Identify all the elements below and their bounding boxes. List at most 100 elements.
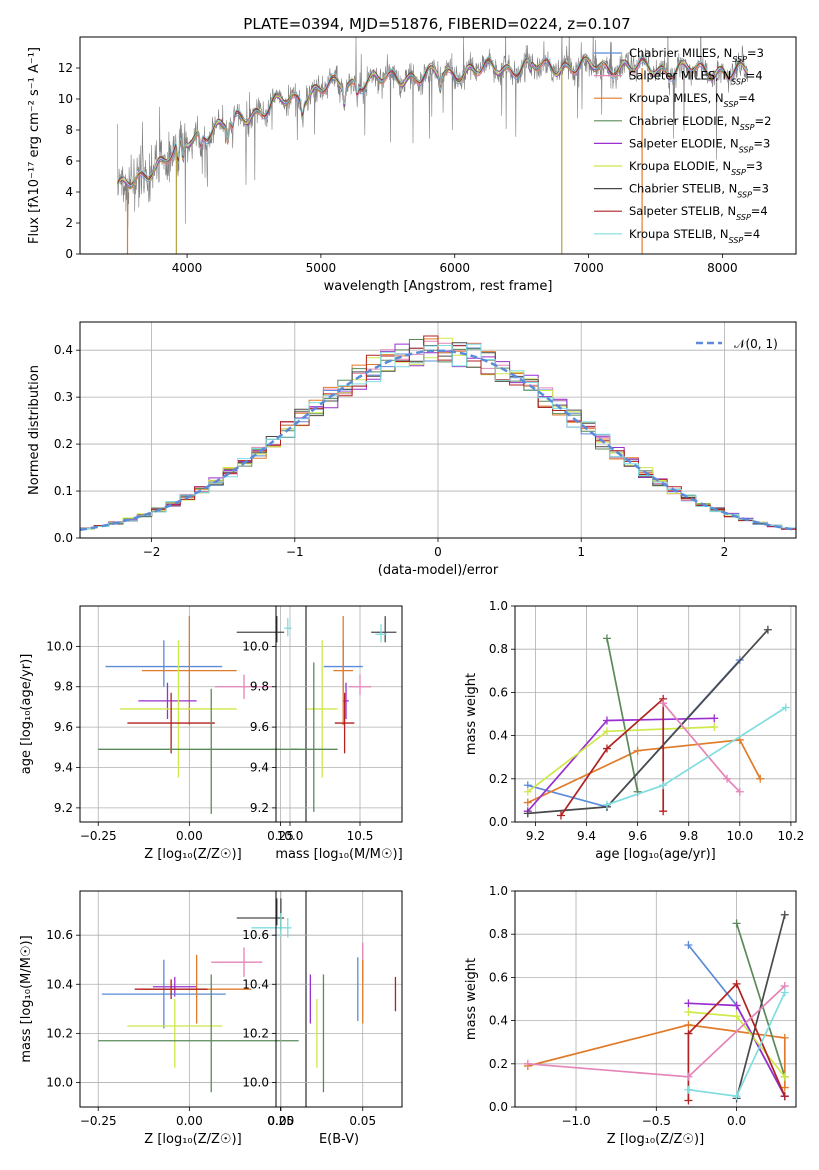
y-tick-label: 8	[65, 123, 73, 137]
y-tick-label: 2	[65, 216, 73, 230]
weight-marker	[684, 1020, 693, 1029]
z-age-frame	[79, 605, 307, 823]
y-tick-label: 0.4	[489, 729, 508, 743]
x-tick-label: 10.0	[726, 829, 753, 843]
x-axis-label: wavelength [Angstrom, rest frame]	[324, 279, 553, 294]
x-tick-label: 0.00	[176, 829, 203, 843]
x-tick-label: 0.00	[176, 1114, 203, 1128]
x-tick-label: 6000	[439, 261, 470, 275]
weight-marker	[732, 979, 741, 988]
y-axis-label: age [log₁₀(age/yr)]	[19, 654, 34, 775]
legend-entry: Salpeter MILES, NSSP=4	[629, 69, 763, 87]
spectrum-models	[117, 53, 749, 254]
x-tick-label: −1	[286, 545, 304, 559]
y-tick-label: 9.4	[250, 760, 269, 774]
mass-age-points	[290, 616, 397, 812]
x-tick-label: 0	[434, 545, 442, 559]
weight-line-6	[560, 697, 665, 816]
weight-marker	[556, 811, 565, 820]
weight-marker	[732, 1092, 741, 1101]
z-weight-axes: −1.0 −0.5 0.0 0.0 0.2 0.4 0.6 0.8 1.0 Z [log₁₀(Z/…	[464, 884, 796, 1147]
y-tick-label: 10.6	[46, 928, 73, 942]
mass-age-axes: 10.0 10.5 9.2 9.4 9.6 9.8 10.0 mass [log₁₀(M/M☉…	[242, 606, 403, 862]
y-tick-label: 0.2	[489, 1057, 508, 1071]
residuals-frame	[79, 321, 797, 539]
y-tick-label: 1.0	[489, 884, 508, 898]
x-tick-label: 0.05	[349, 1114, 376, 1128]
weight-marker	[781, 703, 790, 712]
x-tick-label: 5000	[306, 261, 337, 275]
y-tick-label: 9.2	[250, 801, 269, 815]
histogram-series-7	[80, 335, 796, 532]
y-tick-label: 12	[58, 61, 73, 75]
weight-marker	[756, 774, 765, 783]
x-tick-label: 1	[577, 545, 585, 559]
weight-marker	[780, 1092, 789, 1101]
weight-marker	[659, 781, 668, 790]
weight-marker	[602, 727, 611, 736]
x-tick-label: 8000	[707, 261, 738, 275]
weight-marker	[659, 699, 668, 708]
x-tick-label: −0.5	[642, 1114, 671, 1128]
weight-marker	[602, 716, 611, 725]
y-tick-label: 0.6	[489, 970, 508, 984]
y-tick-label: 0.3	[54, 390, 73, 404]
weight-marker	[780, 1033, 789, 1042]
weight-marker	[684, 1085, 693, 1094]
weight-marker	[684, 941, 693, 949]
weight-marker	[710, 722, 719, 731]
legend-entry: Chabrier ELODIE, NSSP=2	[629, 114, 771, 132]
age-weight-frame	[514, 605, 797, 823]
x-tick-label: 0.25	[267, 1114, 294, 1128]
ebv-mass-points	[280, 898, 397, 1093]
x-tick-label: 9.4	[577, 829, 596, 843]
weight-marker	[732, 1001, 741, 1010]
weight-marker	[723, 774, 732, 783]
y-tick-label: 1.0	[489, 599, 508, 613]
weight-marker	[523, 809, 532, 818]
weight-line-2	[735, 923, 786, 1078]
x-axis-label: Z [log₁₀(Z/Z☉)]	[607, 1132, 704, 1147]
x-axis-label: age [log₁₀(age/yr)]	[595, 847, 716, 862]
x-axis-label: (data-model)/error	[378, 563, 499, 578]
weight-line-0	[527, 659, 741, 808]
y-tick-label: 10.4	[46, 977, 73, 991]
y-tick-label: 0.4	[54, 343, 73, 357]
model-spectrum-4	[117, 57, 749, 187]
z-mass-points	[98, 898, 299, 1093]
x-tick-label: 7000	[573, 261, 604, 275]
weight-marker	[763, 625, 772, 634]
weight-marker	[735, 787, 744, 796]
legend-entry: Salpeter ELODIE, NSSP=3	[629, 136, 770, 154]
x-axis-label: mass [log₁₀(M/M☉)]	[275, 847, 402, 862]
weight-marker	[523, 1059, 532, 1068]
y-tick-label: 9.8	[54, 680, 73, 694]
y-tick-label: 10.0	[46, 639, 73, 653]
x-tick-label: −0.25	[80, 829, 117, 843]
z-weight-frame	[514, 890, 797, 1108]
weight-marker	[633, 746, 642, 755]
y-axis-label: mass weight	[464, 958, 479, 1040]
y-axis-label: mass [log₁₀(M/M☉)]	[19, 935, 34, 1062]
x-tick-label: 9.8	[679, 829, 698, 843]
y-tick-label: 10.0	[46, 1075, 73, 1089]
weight-marker	[523, 798, 532, 807]
y-tick-label: 10.4	[242, 977, 269, 991]
weight-marker	[780, 988, 789, 997]
x-axis-label: Z [log₁₀(Z/Z☉)]	[144, 847, 241, 862]
x-tick-label: 9.2	[526, 829, 545, 843]
residuals-axes: −2 −1 0 1 2 0.0 0.1 0.2 0.3 0.4 (data-model)/error…	[27, 322, 796, 578]
spectrum-axes: 4000 5000 6000 7000 8000 0 2 4 6 8 10 12 wavelength …	[27, 47, 738, 294]
weight-marker	[732, 1012, 741, 1021]
y-tick-label: 0.8	[489, 927, 508, 941]
weight-line-8	[606, 706, 787, 806]
y-tick-label: 9.2	[54, 801, 73, 815]
weight-marker	[780, 1072, 789, 1081]
residual-histograms	[80, 335, 796, 532]
y-tick-label: 10.2	[46, 1026, 73, 1040]
y-tick-label: 10.6	[242, 928, 269, 942]
weight-line-1	[527, 738, 761, 804]
x-tick-label: 2	[721, 545, 729, 559]
x-tick-label: 4000	[172, 261, 203, 275]
